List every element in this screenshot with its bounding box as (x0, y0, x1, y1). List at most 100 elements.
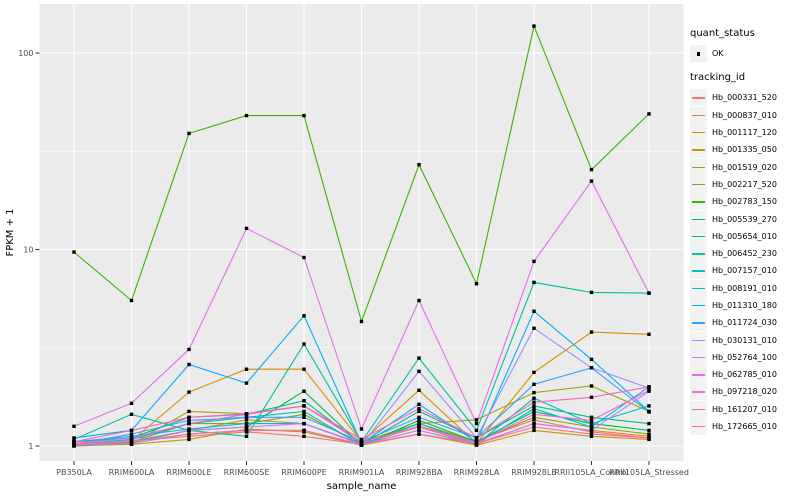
line-swatch-icon (692, 356, 705, 359)
legend-key-box (690, 245, 707, 263)
data-point (532, 390, 536, 395)
legend-key-box (690, 383, 707, 401)
data-point (187, 415, 191, 419)
data-point (647, 436, 651, 440)
data-point (647, 421, 651, 426)
data-point (532, 400, 536, 404)
legend-title-tracking-id: tracking_id (690, 72, 746, 84)
data-point (187, 390, 191, 394)
data-point (129, 298, 134, 303)
data-point (417, 356, 421, 360)
data-point (72, 440, 76, 444)
data-point (302, 389, 306, 393)
line-swatch-icon (692, 391, 705, 393)
data-point (532, 415, 536, 419)
data-point (647, 388, 651, 392)
data-point (589, 425, 594, 429)
x-tick-label: RRIM928LB (511, 468, 557, 477)
data-point (532, 428, 536, 433)
data-point (532, 406, 536, 411)
data-point (532, 425, 536, 429)
data-point (647, 432, 651, 436)
legend-item-Hb_000837_010: Hb_000837_010 (690, 106, 800, 124)
legend-item-label: Hb_000331_520 (712, 93, 777, 103)
data-point (187, 347, 191, 352)
legend-item-label: Hb_002217_520 (712, 179, 777, 189)
legend-item-label: OK (712, 49, 724, 59)
legend-item-label: Hb_062785_010 (712, 370, 777, 380)
data-point (187, 409, 191, 414)
line-swatch-icon (692, 287, 705, 290)
data-point (302, 255, 306, 260)
x-tick-label: RRIM600PE (281, 468, 327, 477)
legend-item-label: Hb_011724_030 (712, 318, 777, 328)
data-point (359, 427, 364, 431)
legend-item-Hb_097218_020: Hb_097218_020 (690, 383, 800, 401)
y-tick-label: 10 (23, 245, 33, 254)
line-swatch-icon (692, 408, 705, 411)
legend: quant_status OK tracking_id Hb_000331_52… (690, 28, 800, 436)
data-point (532, 370, 536, 375)
legend-item-Hb_008191_010: Hb_008191_010 (690, 279, 800, 297)
y-tick-label: 100 (18, 49, 33, 58)
data-point (302, 367, 306, 371)
legend-item-label: Hb_052764_100 (712, 352, 777, 362)
data-point (589, 432, 594, 436)
legend-item-Hb_005654_010: Hb_005654_010 (690, 227, 800, 245)
line-swatch-icon (692, 374, 705, 376)
data-point (187, 418, 191, 423)
data-point (589, 384, 594, 388)
data-point (72, 424, 76, 428)
data-point (417, 163, 421, 167)
legend-key-box (690, 124, 707, 142)
data-point (302, 409, 306, 414)
data-point (187, 362, 191, 367)
data-point (244, 367, 249, 371)
data-point (187, 428, 191, 433)
line-swatch-icon (692, 201, 705, 203)
data-point (647, 385, 651, 389)
data-point (532, 418, 536, 422)
legend-item-Hb_011724_030: Hb_011724_030 (690, 314, 800, 332)
data-point (302, 113, 306, 118)
data-point (474, 421, 479, 426)
legend-key-box (690, 400, 707, 418)
legend-item-Hb_011310_180: Hb_011310_180 (690, 297, 800, 314)
data-point (359, 437, 364, 442)
data-point (244, 425, 249, 429)
data-point (474, 418, 479, 422)
x-tick-label: RRIM600LA (109, 468, 155, 477)
legend-item-Hb_001335_050: Hb_001335_050 (690, 141, 800, 159)
data-point (187, 421, 191, 426)
data-point (72, 442, 76, 446)
data-point (589, 357, 594, 362)
legend-item-Hb_161207_010: Hb_161207_010 (690, 400, 800, 418)
legend-key-box (690, 227, 707, 245)
data-point (589, 428, 594, 433)
x-tick-label: PB350LA (56, 468, 92, 477)
legend-key-box (690, 348, 707, 366)
legend-item-Hb_062785_010: Hb_062785_010 (690, 366, 800, 384)
data-point (129, 436, 134, 440)
data-point (417, 418, 421, 423)
y-tick-label: 1 (28, 442, 33, 451)
data-point (417, 424, 421, 428)
legend-item-Hb_001117_120: Hb_001117_120 (690, 124, 800, 142)
legend-item-label: Hb_030131_010 (712, 335, 777, 345)
data-point (129, 432, 134, 436)
data-point (302, 415, 306, 419)
data-point (72, 436, 76, 440)
legend-item-Hb_000331_520: Hb_000331_520 (690, 89, 800, 107)
legend-key-box (690, 314, 707, 332)
legend-item-label: Hb_005539_270 (712, 214, 777, 224)
x-tick-label: RRIM600SE (224, 468, 270, 477)
data-point (589, 415, 594, 419)
data-point (532, 409, 536, 414)
data-point (589, 179, 594, 183)
legend-item-Hb_001519_020: Hb_001519_020 (690, 158, 800, 176)
data-point (532, 280, 536, 285)
legend-entries: Hb_000331_520 Hb_000837_010 Hb_001117_120 H… (690, 89, 800, 436)
line-swatch-icon (692, 218, 705, 220)
data-point (474, 282, 479, 286)
